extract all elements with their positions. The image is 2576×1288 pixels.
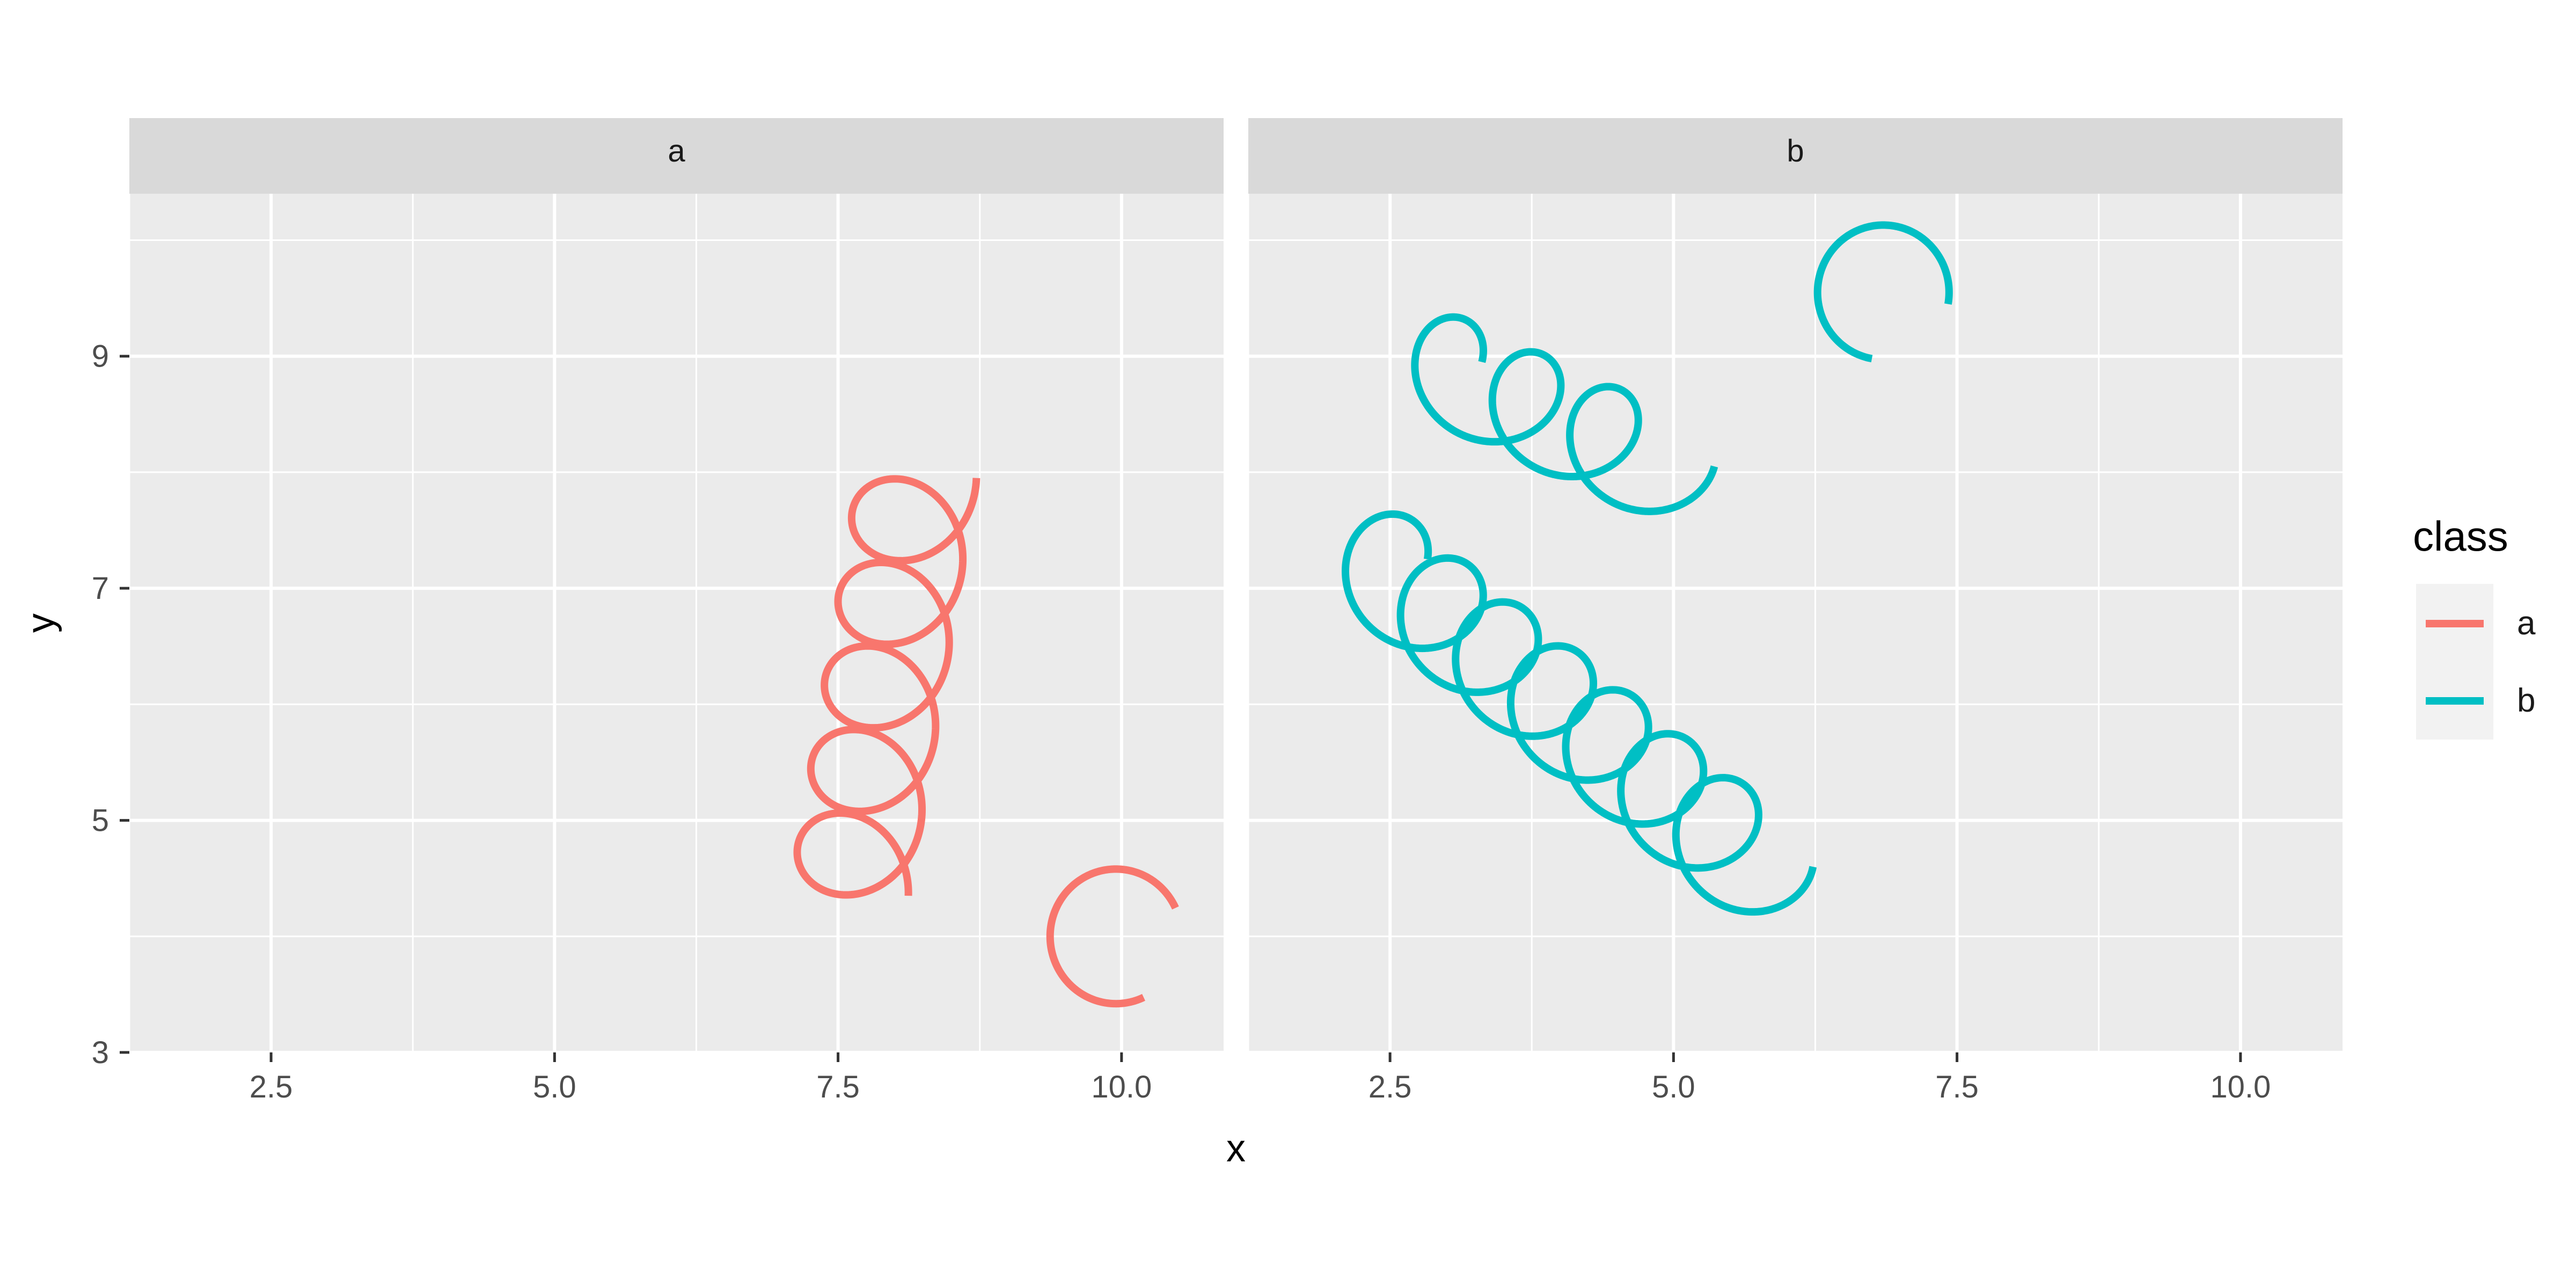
y-tick-label: 9 — [92, 339, 109, 374]
x-tick-label: 2.5 — [1368, 1070, 1412, 1104]
series-line-b-2 — [1411, 313, 1718, 515]
x-tick-label: 5.0 — [1652, 1070, 1695, 1104]
facet-panel-b: b — [1247, 118, 2343, 1054]
x-tick-label: 7.5 — [816, 1070, 860, 1104]
y-axis-title: y — [19, 613, 62, 633]
series-line-a-1 — [1046, 865, 1179, 1008]
x-tick-label: 10.0 — [1091, 1070, 1152, 1104]
facet-strip-label-b: b — [1787, 134, 1804, 169]
facet-strip-a — [129, 118, 1224, 194]
legend-label-b: b — [2517, 682, 2535, 719]
series-layer-a — [793, 475, 1179, 1008]
y-tick-label: 7 — [92, 571, 109, 606]
series-line-b-3 — [1342, 510, 1817, 916]
plot-area-b — [1248, 194, 2343, 1052]
facet-strip-b — [1248, 118, 2343, 194]
series-layer-b — [1342, 221, 1953, 916]
legend-title: class — [2413, 513, 2508, 560]
y-tick-label: 5 — [92, 803, 109, 838]
x-tick-label: 5.0 — [533, 1070, 576, 1104]
y-tick-label: 3 — [92, 1035, 109, 1070]
facet-strip-label-a: a — [668, 134, 685, 169]
legend: class a b — [2413, 513, 2536, 740]
x-tick-label: 7.5 — [1935, 1070, 1979, 1104]
facet-panel-a: a — [128, 118, 1224, 1054]
legend-label-a: a — [2517, 605, 2536, 642]
legend-key-background — [2416, 584, 2493, 740]
axes-layer: 2.5 5.0 7.5 10.0 2.5 5.0 7.5 10.0 3 5 7 9 — [92, 339, 2271, 1104]
x-tick-label: 2.5 — [250, 1070, 293, 1104]
grid-lines-b — [1247, 194, 2343, 1054]
series-line-a-0 — [793, 475, 980, 899]
x-tick-label: 10.0 — [2210, 1070, 2271, 1104]
grid-lines-a — [128, 194, 1224, 1054]
x-axis-title: x — [1226, 1127, 1246, 1170]
plot-area-a — [129, 194, 1224, 1052]
series-line-b-4 — [1813, 221, 1953, 363]
